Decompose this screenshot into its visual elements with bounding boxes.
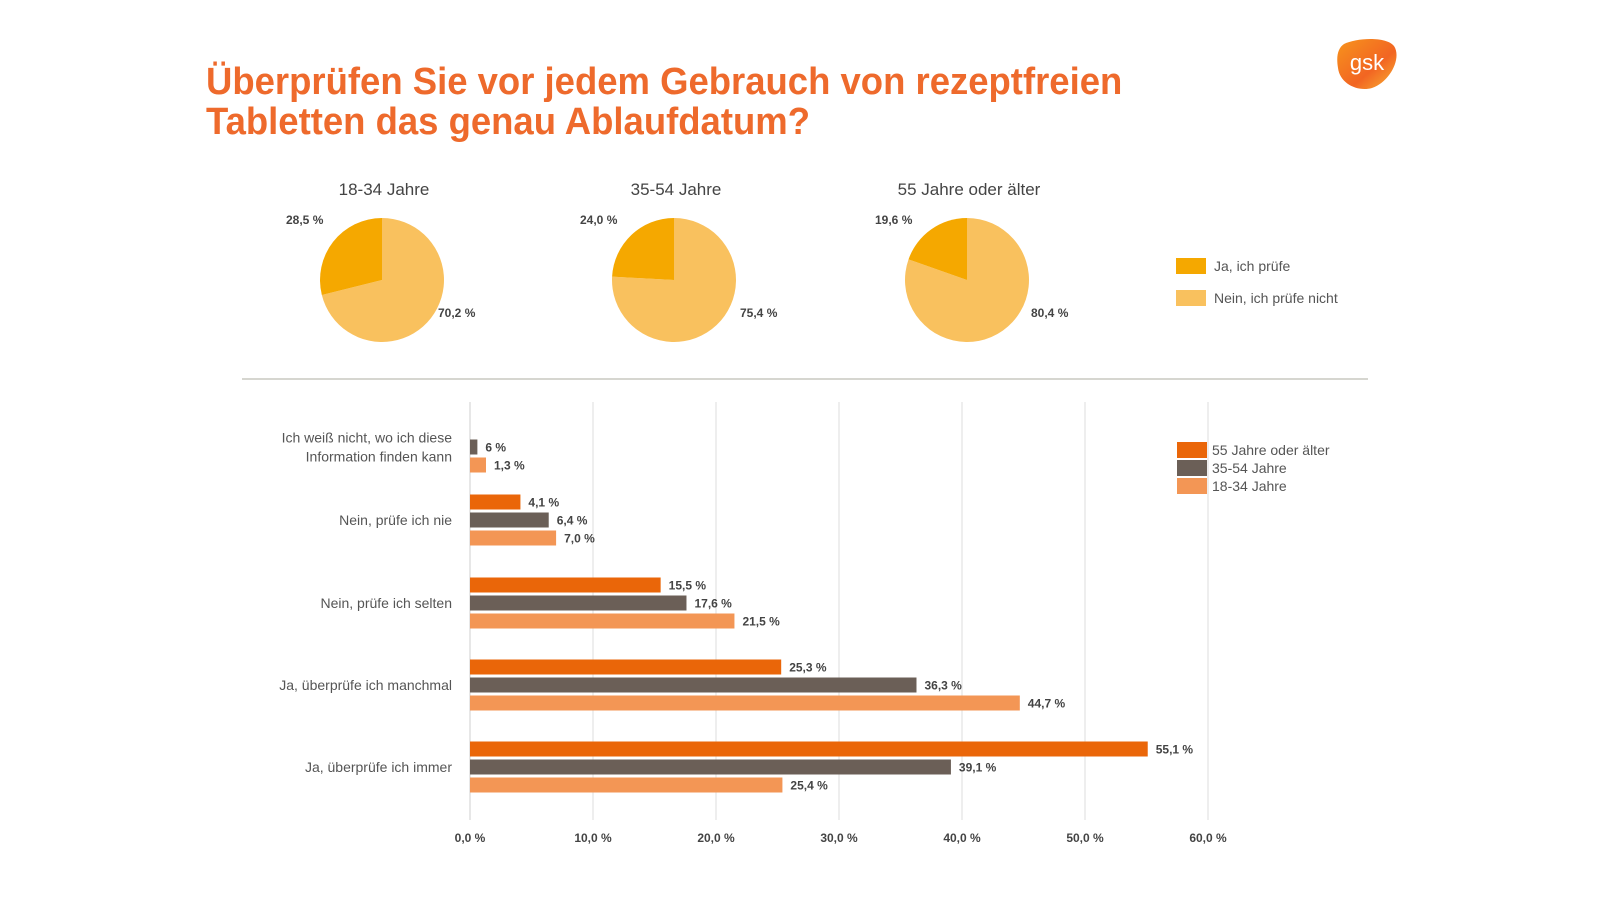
legend-swatch-55-plus: [1177, 442, 1207, 458]
legend-label: Ja, ich prüfe: [1214, 258, 1291, 274]
x-tick-label: 50,0 %: [1066, 831, 1104, 845]
category-label: Nein, prüfe ich nie: [339, 512, 452, 528]
category-label: Ja, überprüfe ich immer: [305, 759, 452, 775]
bar-35-54: [470, 759, 951, 775]
data-label: 17,6 %: [694, 597, 732, 611]
bar-18-34: [470, 530, 557, 546]
legend-swatch-35-54: [1177, 460, 1207, 476]
data-label: 6 %: [485, 441, 506, 455]
pie-chart-18-34: 18-34 Jahre 28,5 % 70,2 %: [254, 178, 514, 358]
pie-title: 35-54 Jahre: [630, 180, 722, 199]
category-label: Ja, überprüfe ich manchmal: [279, 677, 452, 693]
logo-text: gsk: [1350, 50, 1385, 75]
category-label: Ich weiß nicht, wo ich diese: [282, 430, 453, 446]
bar-55-plus: [470, 494, 521, 510]
pie-title: 18-34 Jahre: [338, 180, 430, 199]
data-label: 4,1 %: [528, 496, 559, 510]
legend-swatch-18-34: [1177, 478, 1207, 494]
x-tick-label: 30,0 %: [820, 831, 858, 845]
data-label: 7,0 %: [564, 532, 595, 546]
x-tick-label: 40,0 %: [943, 831, 981, 845]
bar-35-54: [470, 677, 917, 693]
bar-18-34: [470, 613, 735, 629]
legend-item-no: Nein, ich prüfe nicht: [1176, 282, 1338, 314]
legend-swatch-no: [1176, 290, 1206, 306]
legend-label: 55 Jahre oder älter: [1212, 442, 1330, 458]
legend-item-yes: Ja, ich prüfe: [1176, 250, 1338, 282]
x-tick-label: 10,0 %: [574, 831, 612, 845]
pie-slice-yes: [908, 218, 967, 280]
pie-label-yes: 28,5 %: [286, 213, 324, 227]
data-label: 39,1 %: [959, 761, 997, 775]
category-label: Information finden kann: [306, 449, 452, 465]
legend-item-35-54: 35-54 Jahre: [1177, 459, 1330, 477]
bar-18-34: [470, 695, 1020, 711]
data-label: 21,5 %: [742, 615, 780, 629]
data-label: 44,7 %: [1028, 697, 1066, 711]
data-label: 25,3 %: [789, 661, 827, 675]
x-tick-label: 20,0 %: [697, 831, 735, 845]
pie-svg: [612, 218, 736, 342]
pie-label-no: 80,4 %: [1031, 306, 1069, 320]
legend-swatch-yes: [1176, 258, 1206, 274]
legend-label: 35-54 Jahre: [1212, 460, 1287, 476]
data-label: 25,4 %: [790, 779, 828, 793]
data-label: 6,4 %: [557, 514, 588, 528]
legend-label: Nein, ich prüfe nicht: [1214, 290, 1338, 306]
bar-55-plus: [470, 659, 782, 675]
pie-legend: Ja, ich prüfe Nein, ich prüfe nicht: [1176, 250, 1338, 314]
pie-label-yes: 24,0 %: [580, 213, 618, 227]
pie-slice-yes: [612, 218, 674, 280]
pie-svg: [905, 218, 1029, 342]
x-tick-label: 60,0 %: [1189, 831, 1227, 845]
gsk-logo-icon: gsk: [1337, 39, 1397, 90]
data-label: 1,3 %: [494, 459, 525, 473]
pie-label-yes: 19,6 %: [875, 213, 913, 227]
data-label: 36,3 %: [924, 679, 962, 693]
pie-slice-yes: [320, 218, 382, 295]
pie-svg: [320, 218, 444, 342]
legend-item-18-34: 18-34 Jahre: [1177, 477, 1330, 495]
bar-55-plus: [470, 741, 1148, 757]
section-divider: [242, 378, 1368, 380]
pie-title: 55 Jahre oder älter: [897, 180, 1041, 199]
x-tick-label: 0,0 %: [455, 831, 486, 845]
bar-55-plus: [470, 577, 661, 593]
chart-title: Überprüfen Sie vor jedem Gebrauch von re…: [206, 61, 1123, 143]
bar-35-54: [470, 595, 687, 611]
data-label: 15,5 %: [669, 579, 707, 593]
data-label: 55,1 %: [1156, 743, 1194, 757]
pie-label-no: 75,4 %: [740, 306, 778, 320]
pie-label-no: 70,2 %: [438, 306, 476, 320]
pie-slice-no: [321, 218, 444, 342]
bar-legend: 55 Jahre oder älter 35-54 Jahre 18-34 Ja…: [1177, 441, 1330, 495]
bar-35-54: [470, 439, 478, 455]
legend-label: 18-34 Jahre: [1212, 478, 1287, 494]
bar-18-34: [470, 457, 486, 473]
pie-chart-35-54: 35-54 Jahre 24,0 % 75,4 %: [546, 178, 806, 358]
pie-chart-55-plus: 55 Jahre oder älter 19,6 % 80,4 %: [839, 178, 1099, 358]
bar-18-34: [470, 777, 783, 793]
legend-item-55-plus: 55 Jahre oder älter: [1177, 441, 1330, 459]
bar-35-54: [470, 512, 549, 528]
category-label: Nein, prüfe ich selten: [320, 595, 452, 611]
